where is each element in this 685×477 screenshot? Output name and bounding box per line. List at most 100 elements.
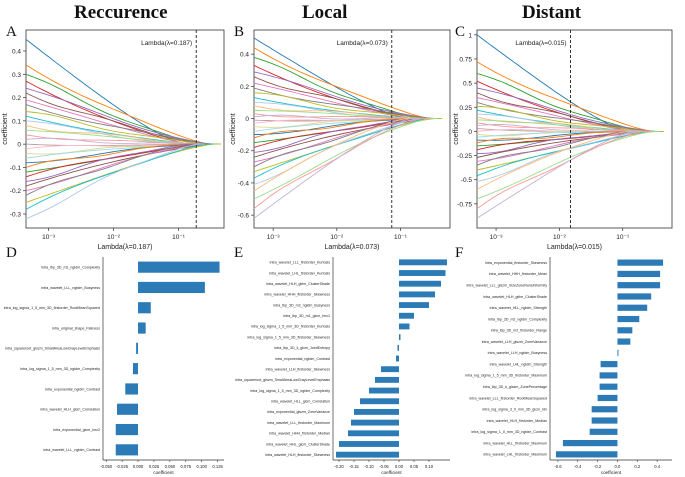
x-tick-label: 10⁻³ bbox=[490, 234, 504, 241]
y-tick-label: 0.4 bbox=[12, 48, 21, 55]
x-tick-label: 10⁻¹ bbox=[172, 234, 186, 241]
x-tick-label: 10⁻² bbox=[553, 234, 567, 241]
x-tick-label: 10⁻² bbox=[107, 234, 121, 241]
coefficient-path-line bbox=[253, 118, 418, 219]
coefficient-path-line bbox=[25, 111, 214, 145]
coefficient-bar bbox=[589, 428, 618, 435]
coefficient-bar bbox=[336, 451, 399, 458]
plot-frame bbox=[476, 29, 673, 229]
x-axis-label: Lambda(λ=0.187) bbox=[97, 244, 152, 251]
lambda-annotation: Lambda(λ=0.073) bbox=[337, 40, 388, 47]
feature-name-label: intra_wavelet_LLH_ngtdm_Busyness bbox=[488, 351, 548, 355]
coefficient-path-line bbox=[25, 137, 219, 145]
feature-name-label: intra_lbp_3D_m2_ngldm_Complexity bbox=[488, 317, 547, 321]
x-tick-label: -0.2 bbox=[594, 464, 602, 469]
coefficient-bar bbox=[599, 383, 618, 390]
coefficient-path-line bbox=[476, 105, 658, 132]
lasso-path-plot-a: Lambda(λ=0.187) -0.3 -0.2 -0.1 0 0.1 0.2 0.3 0.4… bbox=[2, 29, 225, 251]
feature-name-label: intra_wavelet_LLL_firstorder_Kurtosis bbox=[270, 261, 331, 265]
y-axis-label: coefficient bbox=[453, 113, 460, 144]
column-title-distant: Distant bbox=[522, 2, 582, 23]
coefficient-bar bbox=[617, 282, 661, 289]
y-tick-label: -0.2 bbox=[238, 148, 250, 155]
coefficient-path-line bbox=[476, 130, 641, 219]
coefficient-path-line bbox=[25, 73, 209, 145]
feature-name-label: intra_log_sigma_1_5_mm_3D_firstorder_Ske… bbox=[248, 335, 331, 339]
x-tick-label: 0.4 bbox=[654, 464, 660, 469]
coefficient-path-line bbox=[476, 34, 635, 132]
coefficient-path-line bbox=[253, 118, 427, 136]
x-tick-label: 0.2 bbox=[634, 464, 640, 469]
coefficient-bar bbox=[136, 342, 139, 354]
coefficient-bar bbox=[600, 361, 618, 368]
coefficient-bar bbox=[617, 315, 640, 323]
x-tick-label: -0.20 bbox=[334, 464, 344, 469]
coefficient-path-line bbox=[476, 101, 664, 132]
coefficient-bar bbox=[381, 366, 399, 373]
coefficient-bar bbox=[617, 304, 648, 311]
feature-name-label: intra_log_sigma_1_5_mm_3D_firstorder_Kur… bbox=[251, 325, 330, 329]
y-tick-label: -0.4 bbox=[238, 180, 250, 187]
coefficient-path-line bbox=[476, 130, 660, 200]
x-tick-label: -0.6 bbox=[554, 464, 562, 469]
y-tick-label: 0 bbox=[17, 142, 21, 149]
coefficient-bar bbox=[555, 451, 618, 458]
panel-letter-a: A bbox=[6, 24, 17, 40]
y-tick-label: 0 bbox=[468, 129, 472, 136]
coefficient-path-line bbox=[253, 118, 413, 139]
panel-letter-e: E bbox=[234, 245, 244, 261]
coefficient-path-line bbox=[253, 118, 413, 192]
coefficient-bar bbox=[132, 363, 139, 375]
coefficient-bar bbox=[597, 394, 618, 402]
x-tick-label: 10⁻¹ bbox=[616, 234, 630, 241]
x-axis-label: Lambda(λ=0.015) bbox=[547, 244, 602, 251]
feature-name-label: intra_wavelet_LLL_firstorder_Maximum bbox=[267, 421, 330, 425]
x-tick-label: -0.15 bbox=[349, 464, 359, 469]
coefficient-path-line bbox=[25, 64, 217, 145]
coefficient-bar bbox=[138, 322, 146, 334]
y-tick-label: 0.2 bbox=[12, 95, 21, 102]
feature-name-label: intra_log_sigma_3_0_mm_3D_glcm_Idn bbox=[482, 408, 547, 412]
plot-frame bbox=[253, 29, 451, 229]
feature-name-label: intra_lbp_3D_k_glszm_ZonePercentage bbox=[483, 385, 547, 389]
coefficient-path-line bbox=[25, 143, 197, 182]
coefficient-bar bbox=[351, 419, 399, 426]
coefficient-bar bbox=[591, 406, 618, 413]
coefficient-bar bbox=[617, 270, 661, 278]
y-axis-label: coefficient bbox=[230, 113, 237, 144]
coefficient-bar bbox=[399, 302, 429, 309]
panel-letter-c: C bbox=[455, 24, 466, 40]
feature-name-label: intra_wavelet_LLL_ngtdm_Contrast bbox=[43, 448, 100, 452]
coefficient-bar bbox=[399, 259, 447, 266]
x-axis-label: coefficient bbox=[381, 470, 402, 475]
x-tick-label: -0.050 bbox=[100, 464, 113, 469]
coefficient-path-line bbox=[25, 143, 221, 203]
coefficient-path-line bbox=[25, 143, 212, 192]
panel-letter-f: F bbox=[455, 245, 464, 261]
feature-name-label: intra_wavelet_LHL_firstorder_Maximum bbox=[483, 453, 547, 457]
feature-name-label: intra_log_sigma_1_5_mm_3D_ngtdm_Complexi… bbox=[250, 389, 330, 393]
coefficient-path-line bbox=[476, 97, 645, 132]
feature-name-label: intra_lbp_3D_k_glcm_JointEntropy bbox=[274, 346, 330, 350]
coefficient-path-line bbox=[25, 92, 212, 145]
y-tick-label: -0.25 bbox=[457, 153, 472, 160]
feature-name-label: intra_wavelet_LLH_firstorder_Skewness bbox=[266, 367, 331, 371]
y-tick-label: -0.2 bbox=[10, 188, 22, 195]
feature-name-label: intra_wavelet_HLH_firstorder_Median bbox=[487, 419, 547, 423]
y-tick-label: 0.1 bbox=[12, 118, 21, 125]
x-tick-label: 0.05 bbox=[410, 464, 419, 469]
coefficient-bar bbox=[138, 281, 205, 294]
x-tick-label: 0.125 bbox=[212, 464, 223, 469]
feature-name-label: intra_wavelet_HLL_firstorder_Maximum bbox=[483, 441, 547, 445]
coefficient-bar bbox=[339, 441, 399, 447]
coefficient-path-line bbox=[25, 143, 205, 220]
feature-name-label: intra_log_sigma_1_0_mm_3D_ngtdm_Contrast bbox=[471, 430, 547, 434]
coefficient-path-line bbox=[476, 130, 655, 162]
y-tick-label: 1 bbox=[468, 32, 472, 39]
panel-letter-d: D bbox=[6, 245, 17, 261]
coefficient-path-line bbox=[476, 61, 660, 132]
x-tick-label: 0.025 bbox=[149, 464, 160, 469]
coefficient-bar bbox=[115, 444, 139, 456]
coefficient-bar bbox=[617, 327, 633, 334]
